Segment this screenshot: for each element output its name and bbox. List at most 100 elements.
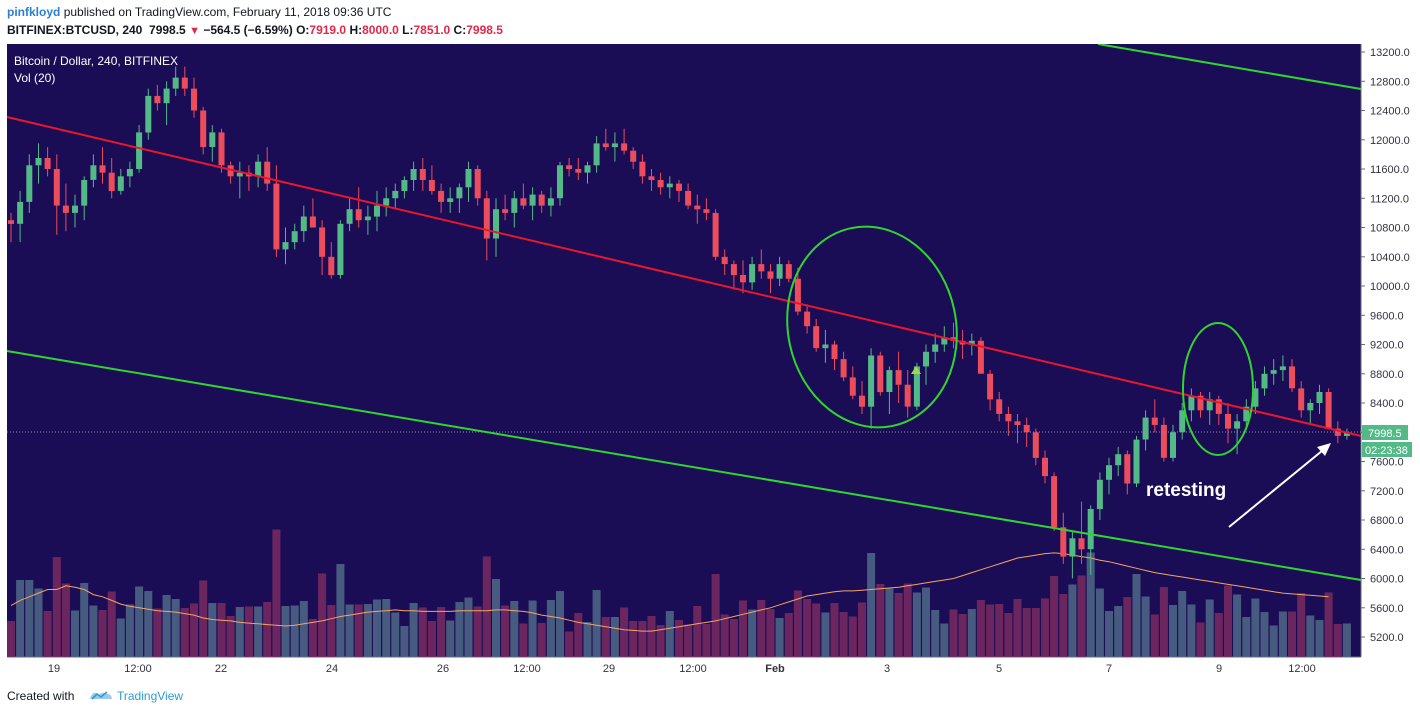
candle-body [932,344,939,352]
volume-bar [821,612,830,657]
candle-body [1160,424,1167,458]
volume-bar [546,600,555,657]
retest-ellipse-left[interactable] [769,211,975,444]
candle-body [1316,392,1323,403]
volume-bar [180,608,189,657]
time-tick-label: 22 [215,663,227,675]
candle-body [1261,373,1268,389]
candle-body [1252,388,1259,407]
price-axis[interactable] [1361,44,1420,657]
volume-bar [1288,611,1296,657]
price-tick-label: 7200.0 [1370,486,1404,498]
volume-bar [766,609,775,657]
candle-body [794,278,801,312]
volume-bar [290,605,299,657]
candle-body [474,169,481,199]
time-tick-label: 7 [1106,663,1112,675]
retest-ellipse-right[interactable] [1182,322,1254,456]
created-with-label: Created with [7,689,75,703]
volume-bar [1141,596,1150,657]
volume-bar [629,621,638,657]
candle-body [1096,479,1103,510]
candle-body [557,165,563,199]
volume-bar [437,607,446,657]
candle-body [8,220,14,224]
volume-bar [1105,611,1113,657]
candle-body [1051,476,1058,528]
volume-bar [1233,594,1242,657]
green-channel-upper[interactable] [1097,44,1362,90]
volume-bar [272,529,281,657]
volume-bar [1306,615,1315,657]
volume-bar [52,557,61,657]
volume-bar [116,618,125,657]
candle-body [740,275,746,283]
volume-bar [1159,587,1168,657]
candle-body [145,95,152,133]
price-tick-label: 11600.0 [1370,164,1409,176]
volume-bar [1086,552,1095,657]
candle-body [996,399,1003,414]
volume-bar [583,622,592,657]
volume-bar [98,610,107,657]
author-name[interactable]: pinfkloyd [7,5,61,19]
candle-body [840,359,847,378]
time-axis[interactable] [7,657,1420,680]
candle-body [81,180,88,206]
candle-body [236,172,243,177]
volume-moving-average [10,552,1329,632]
volume-bar [354,604,363,657]
volume-bar [574,613,583,657]
price-tick-label: 5200.0 [1370,632,1404,644]
time-tick-label: 12:00 [513,663,541,675]
volume-bar [912,592,921,657]
candle-body [282,242,289,250]
price-tick-label: 10400.0 [1370,252,1410,264]
volume-bar [25,580,34,657]
volume-bar [876,584,885,657]
candle-body [712,212,719,257]
candle-body [831,344,838,360]
candle-body [181,77,188,89]
volume-bar [162,595,171,657]
candle-body [904,384,911,407]
annotation-arrow-line[interactable] [1228,445,1329,528]
candle-body [1115,454,1122,466]
volume-bar [610,617,619,657]
volume-bar [775,618,784,657]
volume-bar [885,588,894,657]
candle-body [300,216,307,232]
candle-body [1270,370,1277,374]
candle-body [1307,403,1314,411]
volume-bar [1150,614,1159,657]
last-price-badge-text: 7998.5 [1368,428,1402,440]
candle-body [255,161,262,177]
candle-body [136,132,143,169]
tradingview-link[interactable]: TradingView [117,689,184,703]
red-trendline[interactable] [6,116,1362,437]
candle-body [1343,432,1350,436]
price-tick-label: 8400.0 [1370,398,1404,410]
published-text: published on TradingView.com, February 1… [63,5,392,19]
candle-body [1078,538,1085,550]
volume-bar [1205,599,1214,657]
price-tick-label: 13200.0 [1370,47,1410,59]
candle-body [895,370,902,385]
candle-body [483,198,490,239]
green-channel-lower[interactable] [6,350,1362,581]
candle-body [191,88,197,111]
volume-bar [473,606,482,657]
volume-bar [1041,598,1049,657]
volume-bar [1297,593,1306,657]
volume-bar [244,606,253,657]
candle-body [1179,410,1186,433]
price-chart[interactable]: 13200.0 12800.0 12400.0 12000.0 11600.0 11200… [0,44,1420,680]
volume-bar [409,603,418,657]
volume-bar [940,623,949,657]
candle-body [126,169,133,177]
volume-bar [1269,625,1278,657]
volume-bar [537,623,546,657]
candle-body [1106,465,1112,480]
volume-bar [382,599,391,657]
candle-body [1142,417,1149,440]
